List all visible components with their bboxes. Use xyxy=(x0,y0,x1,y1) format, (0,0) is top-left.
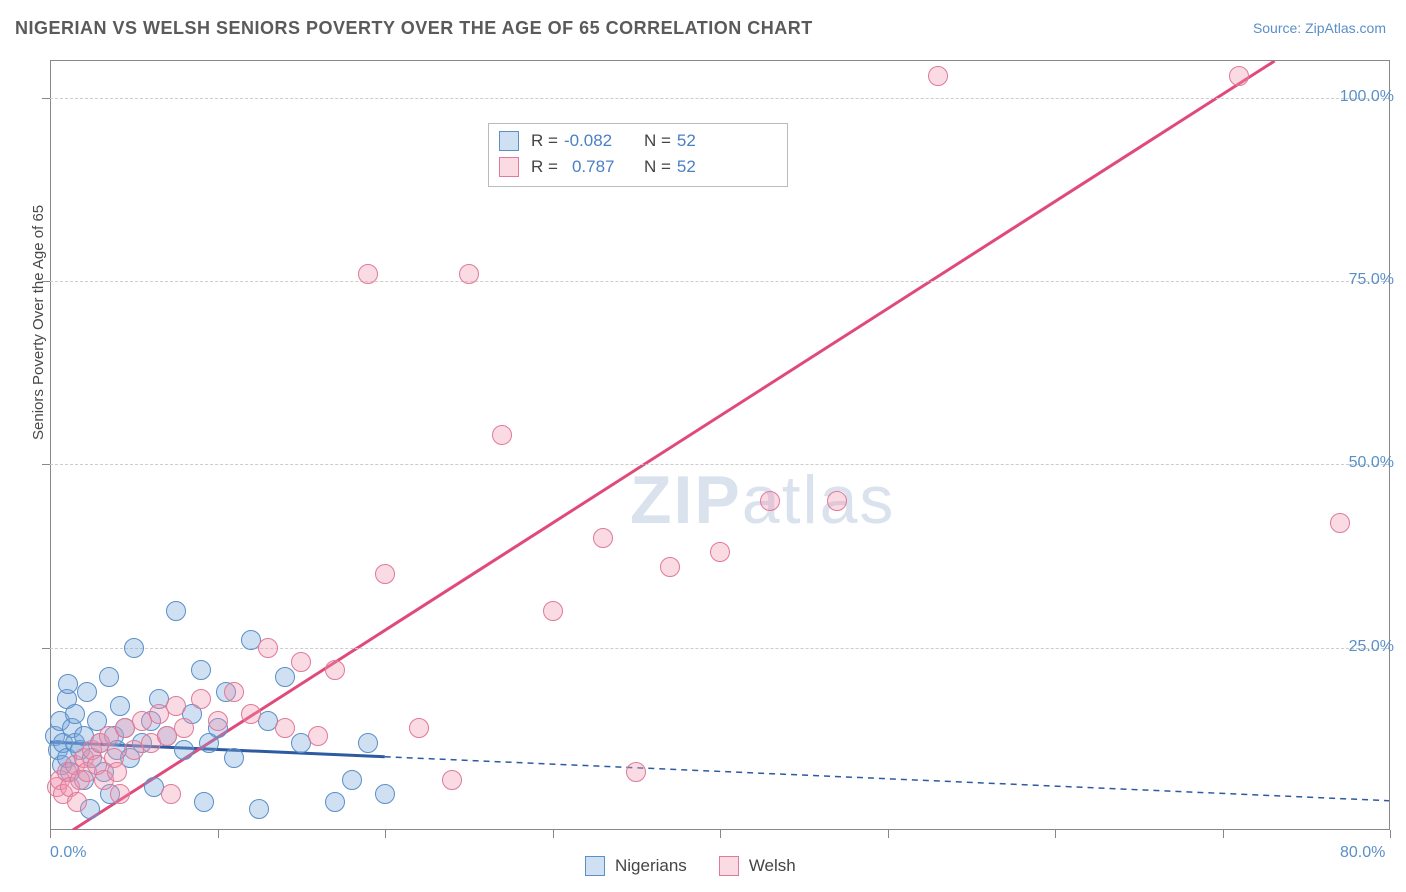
data-point-welsh xyxy=(166,696,186,716)
source-attribution: Source: ZipAtlas.com xyxy=(1253,20,1386,36)
data-point-welsh xyxy=(1330,513,1350,533)
data-point-nigerians xyxy=(99,667,119,687)
data-point-welsh xyxy=(928,66,948,86)
legend-n-value-welsh: 52 xyxy=(677,154,735,180)
data-point-welsh xyxy=(110,784,130,804)
legend-swatch-nigerians xyxy=(499,131,519,151)
series-legend: Nigerians Welsh xyxy=(585,856,796,876)
data-point-nigerians xyxy=(166,601,186,621)
gridline-y xyxy=(50,281,1389,282)
watermark-bold: ZIP xyxy=(630,462,742,538)
data-point-nigerians xyxy=(249,799,269,819)
data-point-welsh xyxy=(325,660,345,680)
data-point-nigerians xyxy=(358,733,378,753)
trend-line-nigerians-dashed xyxy=(385,757,1389,801)
legend-n-label: N = xyxy=(644,154,671,180)
y-tick-100: 100.0% xyxy=(1340,88,1394,106)
data-point-nigerians xyxy=(342,770,362,790)
data-point-welsh xyxy=(275,718,295,738)
data-point-welsh xyxy=(258,638,278,658)
legend-swatch-welsh-b xyxy=(719,856,739,876)
data-point-nigerians xyxy=(124,638,144,658)
legend-label-nigerians: Nigerians xyxy=(615,856,687,876)
legend-r-label: R = xyxy=(531,154,558,180)
data-point-nigerians xyxy=(58,674,78,694)
data-point-welsh xyxy=(291,652,311,672)
data-point-welsh xyxy=(492,425,512,445)
legend-n-label: N = xyxy=(644,128,671,154)
data-point-welsh xyxy=(161,784,181,804)
data-point-welsh xyxy=(442,770,462,790)
data-point-nigerians xyxy=(325,792,345,812)
data-point-nigerians xyxy=(110,696,130,716)
y-tick-75: 75.0% xyxy=(1349,271,1394,289)
data-point-welsh xyxy=(827,491,847,511)
data-point-nigerians xyxy=(194,792,214,812)
data-point-welsh xyxy=(107,762,127,782)
data-point-welsh xyxy=(174,718,194,738)
legend-swatch-nigerians-b xyxy=(585,856,605,876)
data-point-nigerians xyxy=(65,704,85,724)
data-point-nigerians xyxy=(275,667,295,687)
plot-area: R = -0.082 N = 52 R = 0.787 N = 52 ZIPat… xyxy=(50,60,1390,830)
legend-swatch-welsh xyxy=(499,157,519,177)
data-point-welsh xyxy=(308,726,328,746)
data-point-welsh xyxy=(409,718,429,738)
correlation-legend: R = -0.082 N = 52 R = 0.787 N = 52 xyxy=(488,123,788,187)
data-point-welsh xyxy=(760,491,780,511)
data-point-welsh xyxy=(241,704,261,724)
data-point-nigerians xyxy=(77,682,97,702)
data-point-welsh xyxy=(710,542,730,562)
legend-row-nigerians: R = -0.082 N = 52 xyxy=(499,128,777,154)
y-tick-25: 25.0% xyxy=(1349,638,1394,656)
data-point-nigerians xyxy=(224,748,244,768)
data-point-welsh xyxy=(626,762,646,782)
legend-n-value-nigerians: 52 xyxy=(677,128,735,154)
data-point-welsh xyxy=(208,711,228,731)
data-point-welsh xyxy=(593,528,613,548)
x-tick-0: 0.0% xyxy=(50,844,86,862)
legend-r-value-welsh: 0.787 xyxy=(564,154,622,180)
data-point-welsh xyxy=(375,564,395,584)
y-axis-label: Seniors Poverty Over the Age of 65 xyxy=(30,205,47,440)
data-point-nigerians xyxy=(191,660,211,680)
x-tick-80: 80.0% xyxy=(1340,844,1385,862)
chart-title: NIGERIAN VS WELSH SENIORS POVERTY OVER T… xyxy=(15,18,813,39)
gridline-y xyxy=(50,464,1389,465)
data-point-welsh xyxy=(358,264,378,284)
data-point-welsh xyxy=(224,682,244,702)
data-point-nigerians xyxy=(174,740,194,760)
data-point-welsh xyxy=(459,264,479,284)
data-point-welsh xyxy=(1229,66,1249,86)
data-point-welsh xyxy=(67,792,87,812)
y-tick-50: 50.0% xyxy=(1349,454,1394,472)
gridline-y xyxy=(50,98,1389,99)
legend-r-value-nigerians: -0.082 xyxy=(564,128,622,154)
data-point-welsh xyxy=(660,557,680,577)
data-point-welsh xyxy=(191,689,211,709)
legend-r-label: R = xyxy=(531,128,558,154)
correlation-chart: NIGERIAN VS WELSH SENIORS POVERTY OVER T… xyxy=(0,0,1406,892)
data-point-welsh xyxy=(543,601,563,621)
data-point-nigerians xyxy=(375,784,395,804)
legend-label-welsh: Welsh xyxy=(749,856,796,876)
legend-row-welsh: R = 0.787 N = 52 xyxy=(499,154,777,180)
